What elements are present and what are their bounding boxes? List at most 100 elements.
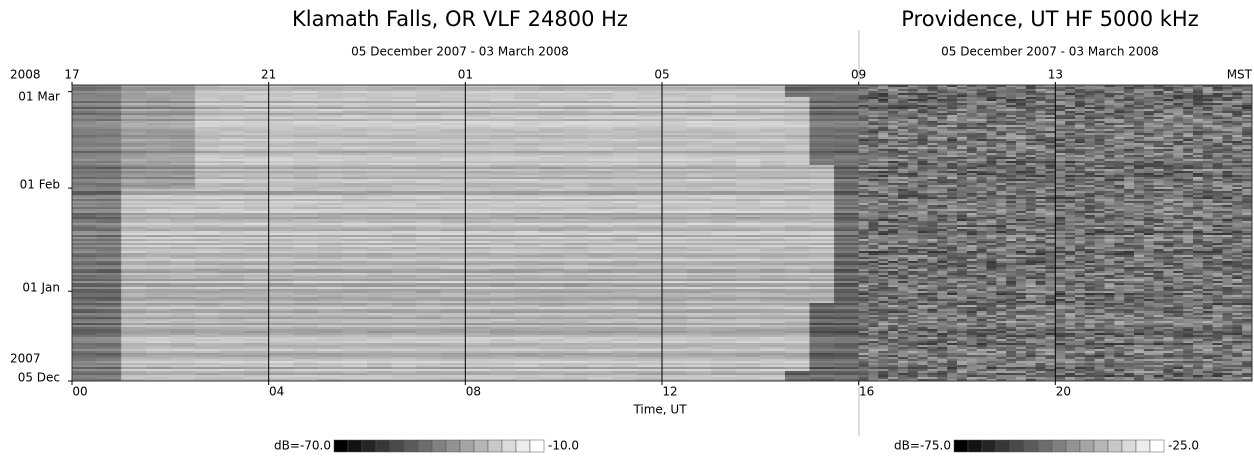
- cell: [736, 311, 761, 313]
- cell: [121, 137, 146, 139]
- cell: [195, 95, 220, 97]
- cell: [760, 341, 785, 343]
- cell: [97, 115, 122, 117]
- cell: [441, 335, 466, 337]
- cell: [539, 273, 564, 275]
- cell: [97, 331, 122, 333]
- cell: [392, 177, 417, 179]
- cell: [318, 319, 343, 321]
- cell: [736, 317, 761, 319]
- cell: [834, 273, 859, 275]
- cell: [785, 93, 810, 95]
- cell: [613, 351, 638, 353]
- cell: [244, 331, 269, 333]
- cell: [244, 213, 269, 215]
- cell: [121, 305, 146, 307]
- cell: [170, 145, 195, 147]
- cell: [367, 167, 392, 169]
- cell: [834, 353, 859, 355]
- cell: [465, 137, 490, 139]
- cell: [1164, 91, 1174, 93]
- cell: [928, 91, 938, 93]
- cell: [220, 135, 245, 137]
- cell: [244, 97, 269, 99]
- cell: [637, 315, 662, 317]
- cell: [662, 275, 687, 277]
- cell: [785, 127, 810, 129]
- cell: [367, 93, 392, 95]
- cell: [878, 91, 888, 93]
- cell: [367, 327, 392, 329]
- cell: [564, 369, 589, 371]
- cell: [269, 109, 294, 111]
- cell: [977, 91, 987, 93]
- cell: [687, 217, 712, 219]
- cell: [977, 89, 987, 91]
- cell: [564, 269, 589, 271]
- cell: [810, 101, 835, 103]
- cell: [637, 137, 662, 139]
- cell: [342, 165, 367, 167]
- cell: [465, 117, 490, 119]
- cell: [736, 323, 761, 325]
- cell: [785, 121, 810, 123]
- cell: [318, 303, 343, 305]
- cell: [613, 191, 638, 193]
- cell: [736, 291, 761, 293]
- cell: [318, 153, 343, 155]
- cell: [687, 147, 712, 149]
- cell: [588, 305, 613, 307]
- cell: [416, 257, 441, 259]
- cell: [1095, 87, 1105, 89]
- cell: [318, 115, 343, 117]
- cell: [490, 151, 515, 153]
- cell: [367, 115, 392, 117]
- cell: [810, 139, 835, 141]
- cell: [416, 97, 441, 99]
- cell: [392, 107, 417, 109]
- cell: [392, 325, 417, 327]
- cell: [465, 273, 490, 275]
- cell: [318, 117, 343, 119]
- cell: [834, 267, 859, 269]
- cell: [441, 307, 466, 309]
- cell: [937, 97, 947, 99]
- cell: [465, 327, 490, 329]
- cell: [515, 327, 540, 329]
- cell: [687, 341, 712, 343]
- cell: [810, 247, 835, 249]
- cell: [1046, 91, 1056, 93]
- cell: [293, 147, 318, 149]
- cell: [195, 115, 220, 117]
- cell: [293, 155, 318, 157]
- cell: [687, 219, 712, 221]
- cell: [318, 235, 343, 237]
- cell: [342, 311, 367, 313]
- cell: [711, 357, 736, 359]
- cell: [588, 275, 613, 277]
- cell: [293, 359, 318, 361]
- cell: [367, 313, 392, 315]
- cell: [269, 217, 294, 219]
- cell: [416, 191, 441, 193]
- cell: [441, 99, 466, 101]
- cell: [637, 231, 662, 233]
- cell: [392, 243, 417, 245]
- cell: [293, 335, 318, 337]
- cell: [244, 195, 269, 197]
- cell: [662, 123, 687, 125]
- cell: [588, 113, 613, 115]
- cell: [834, 147, 859, 149]
- cell: [711, 131, 736, 133]
- cell: [1134, 91, 1144, 93]
- cell: [170, 375, 195, 377]
- cell: [269, 189, 294, 191]
- cell: [736, 233, 761, 235]
- cell: [637, 293, 662, 295]
- cell: [810, 333, 835, 335]
- cell: [416, 89, 441, 91]
- cell: [367, 87, 392, 89]
- cell: [869, 89, 879, 91]
- cell: [121, 341, 146, 343]
- cell: [687, 117, 712, 119]
